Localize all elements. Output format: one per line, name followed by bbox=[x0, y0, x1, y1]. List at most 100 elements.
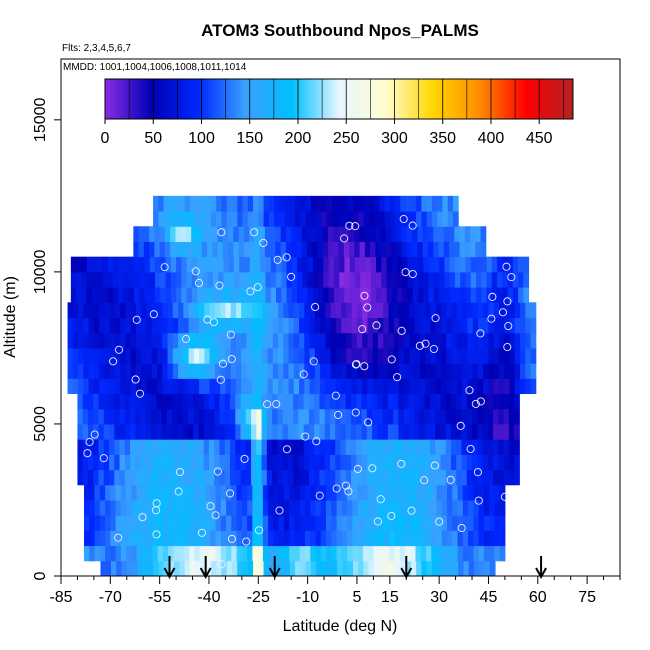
heatmap-cell bbox=[339, 287, 345, 303]
heatmap-cell bbox=[462, 499, 469, 516]
heatmap-cell bbox=[167, 302, 174, 318]
heatmap-cell bbox=[428, 271, 435, 288]
heatmap-cell bbox=[361, 393, 368, 410]
heatmap-cell bbox=[425, 363, 432, 379]
observation-point bbox=[473, 468, 482, 477]
heatmap-cell bbox=[345, 439, 352, 455]
heatmap-cell bbox=[161, 454, 168, 471]
heatmap-cell bbox=[504, 302, 511, 318]
heatmap-cell bbox=[191, 226, 197, 242]
heatmap-cell bbox=[399, 515, 406, 531]
heatmap-cell bbox=[314, 454, 320, 471]
heatmap-cell bbox=[472, 454, 478, 471]
heatmap-cell bbox=[421, 211, 428, 227]
heatmap-cell bbox=[328, 256, 335, 273]
heatmap-cell bbox=[360, 271, 366, 288]
heatmap-cell bbox=[298, 454, 305, 471]
heatmap-cell bbox=[205, 211, 212, 227]
heatmap-cell bbox=[372, 302, 379, 318]
heatmap-cell bbox=[261, 408, 268, 425]
heatmap-cell bbox=[464, 241, 471, 258]
heatmap-cell bbox=[136, 545, 143, 562]
heatmap-cell bbox=[289, 560, 296, 576]
heatmap-cell bbox=[352, 530, 359, 547]
heatmap-cell bbox=[216, 560, 222, 576]
heatmap-cell bbox=[243, 226, 250, 242]
heatmap-cell bbox=[222, 226, 229, 242]
heatmap-cell bbox=[246, 378, 253, 395]
heatmap-cell bbox=[206, 241, 213, 258]
observation-point bbox=[227, 354, 236, 364]
heatmap-cell bbox=[435, 363, 442, 379]
heatmap-cell bbox=[277, 439, 284, 455]
heatmap-cell bbox=[304, 332, 311, 349]
heatmap-cell bbox=[388, 363, 395, 379]
heatmap-cell bbox=[404, 378, 411, 395]
heatmap-cell bbox=[251, 423, 257, 440]
heatmap-cell bbox=[93, 347, 100, 364]
heatmap-cell bbox=[256, 347, 263, 364]
heatmap-cell bbox=[257, 515, 264, 531]
heatmap-cell bbox=[424, 393, 431, 410]
colorbar-tick-label: 300 bbox=[381, 130, 408, 147]
heatmap-cell bbox=[176, 271, 182, 288]
heatmap-cell bbox=[342, 211, 349, 227]
heatmap-cell bbox=[152, 499, 159, 516]
heatmap-cell bbox=[230, 317, 237, 334]
colorbar-tick-label: 200 bbox=[285, 130, 312, 147]
heatmap-cell bbox=[238, 226, 245, 242]
heatmap-cell bbox=[146, 317, 153, 334]
heatmap-cell bbox=[345, 469, 352, 486]
heatmap-cell bbox=[323, 271, 330, 288]
heatmap-cell bbox=[508, 393, 515, 410]
heatmap-cell bbox=[198, 423, 205, 440]
heatmap-cell bbox=[345, 393, 352, 410]
heatmap-cell bbox=[493, 378, 500, 395]
heatmap-cell bbox=[317, 241, 324, 258]
heatmap-cell bbox=[199, 363, 205, 379]
heatmap-cell bbox=[278, 332, 284, 349]
heatmap-cell bbox=[246, 302, 253, 318]
heatmap-cell bbox=[214, 408, 220, 425]
heatmap-cell bbox=[170, 287, 177, 303]
heatmap-cell bbox=[451, 363, 458, 379]
heatmap-cell bbox=[289, 515, 295, 531]
heatmap-cell bbox=[155, 271, 161, 288]
heatmap-cell bbox=[417, 241, 424, 258]
heatmap-cell bbox=[400, 211, 407, 227]
heatmap-cell bbox=[337, 560, 343, 576]
heatmap-cell bbox=[444, 287, 451, 303]
heatmap-cell bbox=[226, 560, 233, 576]
heatmap-cell bbox=[298, 423, 305, 440]
heatmap-cell bbox=[160, 271, 167, 288]
heatmap-cell bbox=[414, 378, 421, 395]
heatmap-cell bbox=[262, 363, 269, 379]
heatmap-cell bbox=[88, 378, 95, 395]
heatmap-cell bbox=[345, 408, 352, 425]
heatmap-cell bbox=[205, 515, 211, 531]
heatmap-cell bbox=[462, 545, 469, 562]
heatmap-cell bbox=[181, 271, 188, 288]
heatmap-cell bbox=[498, 423, 505, 440]
heatmap-cell bbox=[393, 378, 400, 395]
heatmap-cell bbox=[208, 408, 215, 425]
heatmap-cell bbox=[450, 469, 457, 486]
heatmap-cell bbox=[305, 560, 312, 576]
heatmap-cell bbox=[147, 560, 154, 576]
heatmap-cell bbox=[99, 363, 105, 379]
heatmap-cell bbox=[370, 287, 377, 303]
heatmap-cell bbox=[285, 241, 292, 258]
heatmap-cell bbox=[304, 363, 311, 379]
heatmap-cell bbox=[126, 484, 132, 501]
heatmap-cell bbox=[389, 560, 396, 576]
observation-point bbox=[476, 397, 485, 406]
heatmap-cell bbox=[408, 454, 415, 471]
heatmap-cell bbox=[77, 423, 84, 440]
heatmap-cell bbox=[187, 423, 194, 440]
heatmap-cell bbox=[472, 302, 479, 318]
heatmap-cell bbox=[104, 302, 111, 318]
heatmap-cell bbox=[204, 378, 211, 395]
heatmap-cell bbox=[418, 256, 424, 273]
heatmap-cell bbox=[178, 317, 184, 334]
heatmap-cell bbox=[377, 393, 384, 410]
